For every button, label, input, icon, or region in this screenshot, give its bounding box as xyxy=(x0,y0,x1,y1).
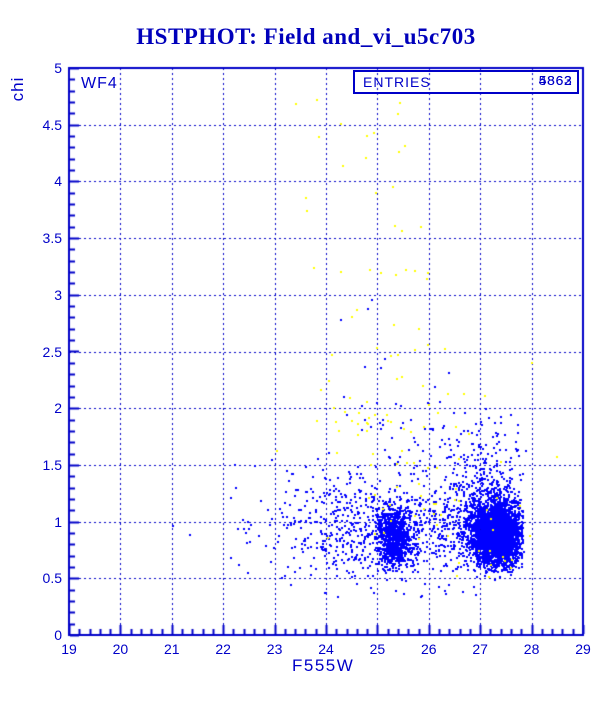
y-tick-label: 5 xyxy=(54,60,62,76)
y-tick-label: 4 xyxy=(54,173,62,190)
entries-legend-box: ENTRIES 5862 4863 xyxy=(353,70,579,94)
entries-label: ENTRIES xyxy=(363,74,431,90)
x-tick-label: 27 xyxy=(472,641,488,657)
x-tick-label: 22 xyxy=(215,641,231,657)
x-tick-label: 28 xyxy=(523,641,540,657)
x-axis-title: F555W xyxy=(292,656,355,675)
camera-chip-label: WF4 xyxy=(81,75,118,92)
y-tick-label: 2 xyxy=(54,400,62,417)
x-tick-label: 29 xyxy=(575,641,591,657)
entries-count-primary: 5862 xyxy=(538,74,572,90)
entries-count-secondary: 4863 xyxy=(538,74,572,90)
x-tick-label: 20 xyxy=(112,641,129,657)
y-tick-label: 4.5 xyxy=(42,116,62,133)
y-tick-label: 1.5 xyxy=(42,456,62,473)
y-tick-label: 1 xyxy=(54,513,62,530)
y-tick-label: 3 xyxy=(54,286,62,303)
entries-count-overprint: 5862 4863 xyxy=(512,74,572,90)
x-tick-label: 19 xyxy=(61,641,77,657)
x-tick-label: 21 xyxy=(164,641,180,657)
x-tick-label: 25 xyxy=(369,641,386,657)
y-tick-label: 3.5 xyxy=(42,230,62,247)
y-tick-label: 0.5 xyxy=(42,570,62,587)
y-tick-label: 0 xyxy=(54,627,62,643)
y-tick-label: 2.5 xyxy=(42,343,62,360)
x-tick-label: 24 xyxy=(318,641,334,657)
x-tick-label: 26 xyxy=(421,641,437,657)
x-tick-label: 23 xyxy=(266,641,283,657)
